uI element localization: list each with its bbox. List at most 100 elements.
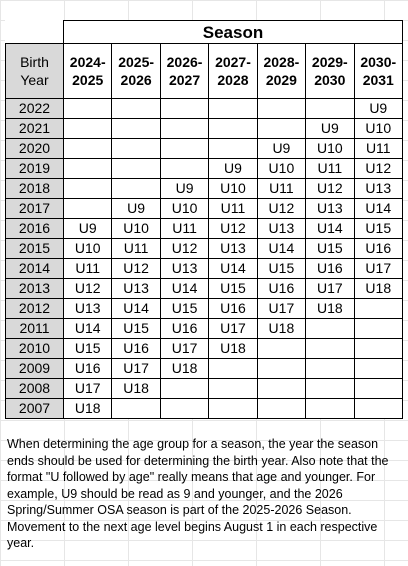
age-cell: U17 [353, 258, 404, 279]
age-cell: U16 [159, 318, 210, 339]
age-cell: U10 [111, 218, 161, 239]
age-cell [256, 98, 307, 119]
age-cell: U11 [353, 138, 404, 159]
age-cell: U9 [62, 218, 113, 239]
birth-year: 2018 [5, 178, 64, 199]
age-cell [305, 358, 355, 379]
table-row: 2019 U9 U10 U11 U12 [5, 158, 404, 179]
table-row: 2014 U11 U12 U13 U14 U15 U16 U17 [5, 258, 404, 279]
column-header: 2025-2026 [111, 43, 161, 99]
birth-year: 2010 [5, 338, 64, 359]
age-cell [305, 398, 355, 419]
age-cell: U11 [159, 218, 210, 239]
age-cell: U10 [353, 118, 404, 139]
header-row: Season [6, 20, 403, 44]
age-cell [305, 378, 355, 399]
age-cell: U11 [256, 178, 307, 199]
blank-cell [6, 21, 64, 44]
age-cell [111, 178, 161, 199]
age-table: Season Birth Year 2024-2025 2025-2026 2026-2… [5, 20, 404, 419]
age-cell: U13 [159, 258, 210, 279]
birth-year: 2015 [5, 238, 64, 259]
column-header-row: Birth Year 2024-2025 2025-2026 2026-2027 202… [5, 43, 404, 99]
age-cell: U14 [62, 318, 113, 339]
age-cell: U17 [305, 278, 355, 299]
age-cell: U16 [62, 358, 113, 379]
age-cell [208, 398, 258, 419]
age-cell: U10 [208, 178, 258, 199]
age-cell: U16 [256, 278, 307, 299]
age-cell: U13 [111, 278, 161, 299]
age-cell [159, 378, 210, 399]
age-cell [353, 398, 404, 419]
birth-year: 2020 [5, 138, 64, 159]
column-header: 2027-2028 [208, 43, 258, 99]
age-cell: U13 [305, 198, 355, 219]
season-title: Season [63, 20, 403, 44]
age-cell [208, 138, 258, 159]
age-cell [159, 118, 210, 139]
age-cell: U10 [256, 158, 307, 179]
age-cell: U14 [208, 258, 258, 279]
age-cell: U11 [208, 198, 258, 219]
age-cell [62, 158, 113, 179]
age-cell [256, 398, 307, 419]
age-cell [208, 378, 258, 399]
age-cell: U12 [159, 238, 210, 259]
age-cell [256, 358, 307, 379]
age-cell [159, 158, 210, 179]
age-cell [62, 118, 113, 139]
age-cell: U12 [305, 178, 355, 199]
table-row: 2015 U10 U11 U12 U13 U14 U15 U16 [5, 238, 404, 259]
birth-year: 2009 [5, 358, 64, 379]
birth-year: 2016 [5, 218, 64, 239]
age-cell: U15 [256, 258, 307, 279]
age-cell [353, 378, 404, 399]
age-cell [159, 138, 210, 159]
age-cell: U18 [256, 318, 307, 339]
birth-year: 2011 [5, 318, 64, 339]
age-cell [111, 158, 161, 179]
age-cell: U15 [159, 298, 210, 319]
birth-year: 2014 [5, 258, 64, 279]
birth-year: 2007 [5, 398, 64, 419]
age-cell [305, 318, 355, 339]
age-cell: U12 [62, 278, 113, 299]
age-cell [353, 318, 404, 339]
age-cell: U17 [208, 318, 258, 339]
column-header: 2030-2031 [353, 43, 404, 99]
table-row: 2013 U12 U13 U14 U15 U16 U17 U18 [5, 278, 404, 299]
table-row: 2007 U18 [5, 398, 404, 419]
age-cell: U10 [159, 198, 210, 219]
table-row: 2009 U16 U17 U18 [5, 358, 404, 379]
age-cell [159, 98, 210, 119]
birth-year: 2017 [5, 198, 64, 219]
birth-year: 2013 [5, 278, 64, 299]
age-cell [208, 98, 258, 119]
column-header: Birth Year [5, 43, 64, 99]
age-cell: U11 [111, 238, 161, 259]
age-cell [111, 98, 161, 119]
table-row: 2016 U9 U10 U11 U12 U13 U14 U15 [5, 218, 404, 239]
age-cell: U14 [305, 218, 355, 239]
age-cell: U18 [305, 298, 355, 319]
age-cell [62, 178, 113, 199]
age-cell [208, 118, 258, 139]
birth-year: 2019 [5, 158, 64, 179]
age-cell: U15 [62, 338, 113, 359]
age-cell: U11 [62, 258, 113, 279]
age-cell: U10 [305, 138, 355, 159]
age-cell [256, 338, 307, 359]
age-cell: U10 [62, 238, 113, 259]
age-cell: U17 [111, 358, 161, 379]
table-row: 2021 U9 U10 [5, 118, 404, 139]
age-cell: U17 [256, 298, 307, 319]
age-cell: U12 [111, 258, 161, 279]
table-row: 2020 U9 U10 U11 [5, 138, 404, 159]
age-cell [208, 358, 258, 379]
age-cell: U9 [208, 158, 258, 179]
age-cell: U16 [111, 338, 161, 359]
birth-year: 2021 [5, 118, 64, 139]
age-cell: U13 [256, 218, 307, 239]
age-cell: U9 [353, 98, 404, 119]
